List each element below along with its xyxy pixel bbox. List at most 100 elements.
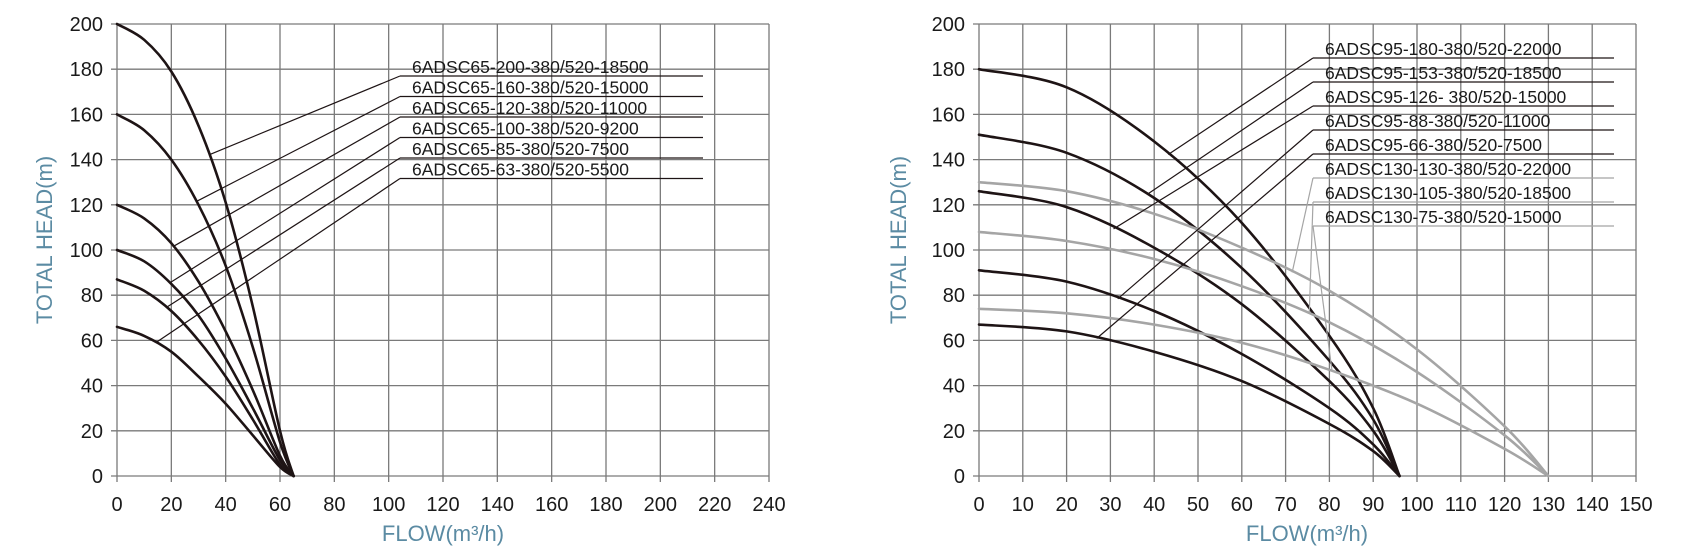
y-tick-label: 100 <box>70 240 103 262</box>
x-tick-label: 150 <box>1619 494 1652 516</box>
legend-leader-line <box>169 136 401 284</box>
x-tick-label: 60 <box>1231 494 1253 516</box>
legend-leader-line <box>1096 153 1314 339</box>
y-tick-label: 120 <box>70 195 103 217</box>
chart-left: 0 20 40 60 80 100 120 140 160 180 200 220 240 0 20 40 60… <box>32 14 786 546</box>
x-tick-label: 0 <box>111 494 122 516</box>
chart-right: 0 10 20 30 40 50 60 70 80 90 100 110 120 130 140 150 0 20… <box>886 14 1653 546</box>
grid <box>111 23 770 482</box>
legend-leader-line <box>208 75 401 156</box>
legend-leader-line <box>196 95 401 202</box>
x-tick-label: 110 <box>1445 494 1477 516</box>
legend-entry: 6ADSC95-66-380/520-7500 <box>1325 135 1542 155</box>
legend-entry: 6ADSC130-130-380/520-22000 <box>1325 159 1571 179</box>
series-line <box>115 278 295 478</box>
grid <box>973 23 1637 482</box>
legend-entry: 6ADSC65-100-380/520-9200 <box>412 119 639 139</box>
series-line <box>115 113 295 478</box>
x-tick-label: 120 <box>1488 494 1521 516</box>
y-tick-label: 200 <box>932 14 965 36</box>
legend-leader-line <box>1113 105 1314 230</box>
y-tick-label: 120 <box>932 195 965 217</box>
series-line <box>115 325 295 478</box>
x-tick-label: 140 <box>1576 494 1609 516</box>
x-tick-label: 20 <box>1055 494 1077 516</box>
x-tick-label: 0 <box>973 494 984 516</box>
x-tick-label: 50 <box>1187 494 1209 516</box>
y-tick-label: 200 <box>70 14 103 36</box>
x-tick-label: 130 <box>1532 494 1565 516</box>
legend-leader-line <box>166 157 401 308</box>
series-line <box>115 248 295 478</box>
y-tick-label: 20 <box>943 421 965 443</box>
series-line <box>115 203 295 478</box>
y-tick-label: 40 <box>81 376 103 398</box>
series-line <box>977 133 1401 478</box>
legend-leader-line <box>1167 57 1314 156</box>
y-tick-label: 40 <box>943 376 965 398</box>
legend: 6ADSC95-180-380/520-22000 6ADSC95-153-380… <box>1096 39 1614 371</box>
x-tick-label: 200 <box>644 494 677 516</box>
legend-leader-line <box>1308 201 1314 315</box>
x-tick-label: 70 <box>1274 494 1296 516</box>
legend-entry: 6ADSC65-200-380/520-18500 <box>412 57 649 77</box>
y-tick-label: 0 <box>92 466 103 488</box>
series-line <box>977 67 1401 478</box>
legend-entry: 6ADSC65-120-380/520-11000 <box>412 98 647 118</box>
y-tick-label: 20 <box>81 421 103 443</box>
x-tick-label: 160 <box>535 494 568 516</box>
legend: 6ADSC65-200-380/520-185006ADSC65-160-380… <box>155 57 703 344</box>
legend-entry: 6ADSC95-153-380/520-18500 <box>1325 63 1562 83</box>
y-tick-label: 180 <box>932 59 965 81</box>
y-tick-label: 0 <box>954 466 965 488</box>
x-tick-label: 80 <box>323 494 345 516</box>
legend-entry: 6ADSC65-85-380/520-7500 <box>412 139 629 159</box>
y-tick-label: 60 <box>81 330 103 352</box>
x-axis-label: FLOW(m³/h) <box>382 521 504 546</box>
x-tick-label: 100 <box>1400 494 1433 516</box>
legend-leader-line <box>1312 225 1333 371</box>
series-line <box>977 269 1401 478</box>
x-tick-label: 60 <box>269 494 291 516</box>
x-tick-label: 100 <box>372 494 405 516</box>
x-tick-label: 30 <box>1099 494 1121 516</box>
x-tick-label: 40 <box>215 494 237 516</box>
legend-leader-line <box>155 178 401 344</box>
x-axis-label: FLOW(m³/h) <box>1246 521 1368 546</box>
legend-leader-line <box>173 116 401 247</box>
legend-entry: 6ADSC130-105-380/520-18500 <box>1325 183 1571 203</box>
y-tick-label: 80 <box>81 285 103 307</box>
x-tick-label: 90 <box>1362 494 1384 516</box>
y-tick-label: 140 <box>932 150 965 172</box>
series-line <box>977 323 1401 478</box>
y-tick-label: 160 <box>932 104 965 126</box>
x-tick-label: 20 <box>160 494 182 516</box>
x-tick-label: 180 <box>589 494 622 516</box>
legend-leader-line <box>1146 81 1314 195</box>
legend-leader-line <box>1291 177 1314 273</box>
legend-entry: 6ADSC95-180-380/520-22000 <box>1325 39 1562 59</box>
y-tick-label: 80 <box>943 285 965 307</box>
y-tick-label: 140 <box>70 150 103 172</box>
legend-entry: 6ADSC130-75-380/520-15000 <box>1325 207 1562 227</box>
y-tick-label: 180 <box>70 59 103 81</box>
x-tick-label: 140 <box>481 494 514 516</box>
x-tick-label: 220 <box>698 494 731 516</box>
x-tick-label: 120 <box>426 494 459 516</box>
x-tick-label: 10 <box>1012 494 1034 516</box>
x-tick-label: 40 <box>1143 494 1165 516</box>
legend-entry: 6ADSC65-63-380/520-5500 <box>412 160 629 180</box>
y-tick-label: 160 <box>70 104 103 126</box>
series-line <box>977 180 1550 478</box>
y-axis-label: TOTAL HEAD(m) <box>32 156 57 324</box>
legend-entry: 6ADSC95-88-380/520-11000 <box>1325 111 1551 131</box>
y-tick-label: 100 <box>932 240 965 262</box>
legend-leader-line <box>1117 129 1314 300</box>
series-line <box>977 189 1401 478</box>
legend-entry: 6ADSC95-126- 380/520-15000 <box>1325 87 1567 107</box>
series-line <box>115 22 295 478</box>
x-tick-label: 240 <box>752 494 785 516</box>
series-line <box>977 307 1550 478</box>
y-tick-label: 60 <box>943 330 965 352</box>
